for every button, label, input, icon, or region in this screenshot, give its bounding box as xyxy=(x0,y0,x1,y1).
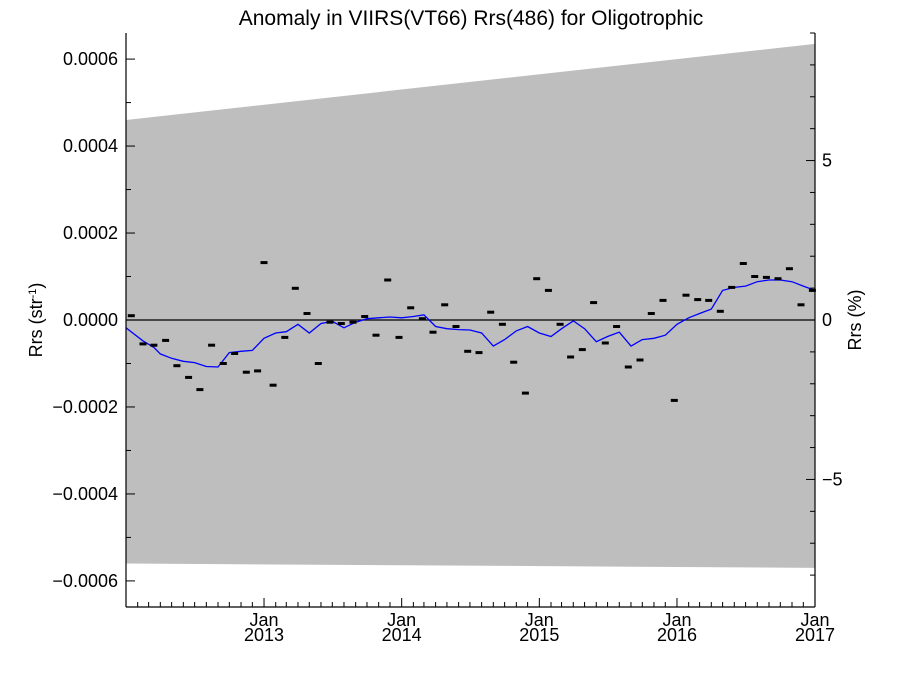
data-point xyxy=(533,277,541,281)
data-point xyxy=(196,388,204,392)
trend-line xyxy=(125,279,816,368)
data-point xyxy=(590,301,598,305)
data-point xyxy=(659,298,667,302)
y2-tick-label: 0 xyxy=(822,310,832,330)
y-tick-label: 0.0006 xyxy=(63,49,118,69)
trend-line-group xyxy=(125,279,816,368)
data-point xyxy=(231,352,239,355)
data-point xyxy=(429,330,437,334)
y2-tick-label: −5 xyxy=(822,469,843,489)
data-point xyxy=(487,310,495,314)
y-axis-label-suffix: ) xyxy=(26,283,46,289)
uncertainty-band xyxy=(126,43,815,568)
x-tick-month-label: Jan xyxy=(662,610,691,630)
data-point xyxy=(281,335,289,339)
data-point xyxy=(567,355,575,359)
data-point xyxy=(441,303,449,307)
data-point xyxy=(219,362,227,365)
data-point xyxy=(173,364,181,368)
data-point xyxy=(636,358,644,362)
data-point xyxy=(682,293,690,297)
data-point xyxy=(395,335,403,339)
y2-axis-label: Rrs (%) xyxy=(845,290,865,351)
data-point xyxy=(303,312,311,315)
data-point xyxy=(361,315,369,318)
x-tick-month-label: Jan xyxy=(800,610,829,630)
x-tick-month-label: Jan xyxy=(250,610,279,630)
data-point xyxy=(291,286,299,290)
data-point xyxy=(670,398,678,402)
y-tick-label: −0.0002 xyxy=(52,397,118,417)
data-point xyxy=(260,261,268,265)
data-point xyxy=(556,322,564,326)
data-point xyxy=(498,322,506,326)
data-point xyxy=(314,362,322,365)
data-point xyxy=(808,288,816,292)
x-tick-month-label: Jan xyxy=(525,610,554,630)
data-point xyxy=(739,262,747,265)
y-tick-label: 0.0004 xyxy=(63,136,118,156)
y-tick-label: 0.0002 xyxy=(63,223,118,243)
data-point xyxy=(162,338,170,342)
y-axis-label: Rrs (str-1) xyxy=(26,283,46,358)
x-tick-year-label: 2017 xyxy=(795,625,835,645)
data-point xyxy=(185,375,193,379)
data-point xyxy=(208,343,216,347)
data-point xyxy=(751,275,759,278)
data-point xyxy=(785,267,793,271)
band-area xyxy=(126,43,815,568)
data-point xyxy=(716,309,724,313)
x-tick-year-label: 2013 xyxy=(244,625,284,645)
data-point xyxy=(127,314,135,318)
data-point xyxy=(475,351,483,355)
data-point xyxy=(774,277,782,281)
data-point xyxy=(242,370,250,374)
x-tick-month-label: Jan xyxy=(387,610,416,630)
data-point xyxy=(418,317,426,321)
data-point xyxy=(521,391,529,395)
data-point xyxy=(544,288,552,292)
data-point xyxy=(647,312,655,315)
data-point xyxy=(694,298,702,302)
anomaly-points xyxy=(127,261,816,402)
data-point xyxy=(254,369,262,373)
y-axis-label-main: Rrs (str xyxy=(26,298,46,357)
data-point xyxy=(624,365,632,369)
chart-title: Anomaly in VIIRS(VT66) Rrs(486) for Olig… xyxy=(239,7,704,30)
data-point xyxy=(601,341,609,345)
x-tick-year-label: 2016 xyxy=(657,625,697,645)
data-point xyxy=(705,298,713,302)
data-point xyxy=(728,285,736,289)
data-point xyxy=(452,325,460,328)
data-point xyxy=(762,275,770,279)
data-point xyxy=(326,320,334,324)
data-point xyxy=(464,349,472,353)
data-point xyxy=(578,348,586,352)
data-point xyxy=(139,342,147,346)
y-tick-label: 0.0000 xyxy=(63,310,118,330)
data-point xyxy=(372,333,380,337)
y-tick-label: −0.0004 xyxy=(52,484,118,504)
x-tick-year-label: 2015 xyxy=(519,625,559,645)
y-tick-label: −0.0006 xyxy=(52,571,118,591)
data-point xyxy=(384,278,392,282)
data-point xyxy=(407,306,415,310)
data-point xyxy=(349,320,357,324)
data-point xyxy=(337,322,345,325)
y2-tick-label: 5 xyxy=(822,151,832,171)
data-point xyxy=(510,360,518,364)
data-point xyxy=(150,343,158,347)
data-point xyxy=(797,303,805,307)
data-point xyxy=(269,383,277,387)
axes: 0.0006 0.0004 0.0002 0.0000 −0.0002 −0.0004 −0… xyxy=(52,32,843,645)
y-axis-label-exponent: -1 xyxy=(27,289,39,299)
x-tick-year-label: 2014 xyxy=(382,625,422,645)
data-point xyxy=(613,325,621,328)
